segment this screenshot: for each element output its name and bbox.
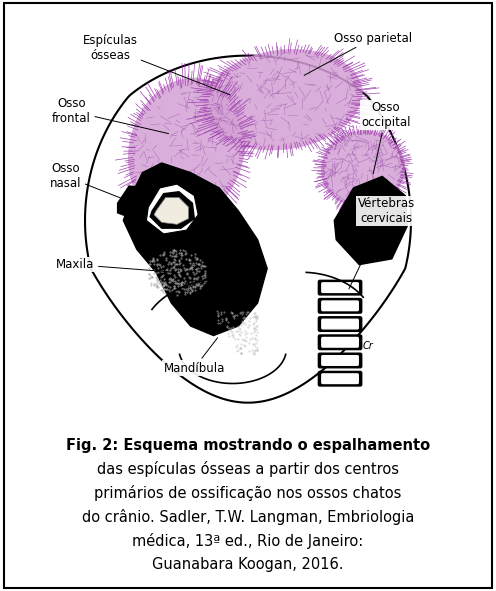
Text: primários de ossificação nos ossos chatos: primários de ossificação nos ossos chato… <box>94 485 402 501</box>
FancyBboxPatch shape <box>318 280 362 295</box>
Ellipse shape <box>202 49 363 150</box>
Polygon shape <box>150 191 194 228</box>
Text: Espículas
ósseas: Espículas ósseas <box>82 34 230 95</box>
FancyBboxPatch shape <box>322 283 358 293</box>
FancyBboxPatch shape <box>318 298 362 313</box>
Text: Osso
frontal: Osso frontal <box>52 97 169 134</box>
FancyBboxPatch shape <box>322 337 358 347</box>
Text: Osso
occipital: Osso occipital <box>361 101 411 174</box>
Ellipse shape <box>128 77 246 222</box>
Text: Maxila: Maxila <box>56 258 173 272</box>
Polygon shape <box>118 186 146 219</box>
Polygon shape <box>146 184 198 234</box>
FancyBboxPatch shape <box>322 301 358 311</box>
Text: Osso
nasal: Osso nasal <box>50 163 126 200</box>
Ellipse shape <box>321 130 405 207</box>
FancyBboxPatch shape <box>322 319 358 329</box>
FancyBboxPatch shape <box>322 374 358 384</box>
Text: médica, 13ª ed., Rio de Janeiro:: médica, 13ª ed., Rio de Janeiro: <box>132 533 364 549</box>
Text: Fig. 2: Esquema mostrando o espalhamento: Fig. 2: Esquema mostrando o espalhamento <box>66 437 430 453</box>
FancyBboxPatch shape <box>318 371 362 386</box>
Text: Mandíbula: Mandíbula <box>164 338 225 375</box>
Polygon shape <box>334 176 407 265</box>
Text: Vértebras
cervicais: Vértebras cervicais <box>349 197 415 289</box>
Polygon shape <box>154 197 188 225</box>
Polygon shape <box>124 163 267 336</box>
FancyBboxPatch shape <box>318 317 362 332</box>
Text: do crânio. Sadler, T.W. Langman, Embriologia: do crânio. Sadler, T.W. Langman, Embriol… <box>82 509 414 525</box>
Text: Guanabara Koogan, 2016.: Guanabara Koogan, 2016. <box>152 557 344 571</box>
Text: Cr: Cr <box>363 341 374 351</box>
Polygon shape <box>85 56 411 402</box>
FancyBboxPatch shape <box>322 356 358 365</box>
FancyBboxPatch shape <box>318 335 362 349</box>
FancyBboxPatch shape <box>318 353 362 368</box>
Text: das espículas ósseas a partir dos centros: das espículas ósseas a partir dos centro… <box>97 462 399 478</box>
Text: Osso parietal: Osso parietal <box>304 32 412 76</box>
